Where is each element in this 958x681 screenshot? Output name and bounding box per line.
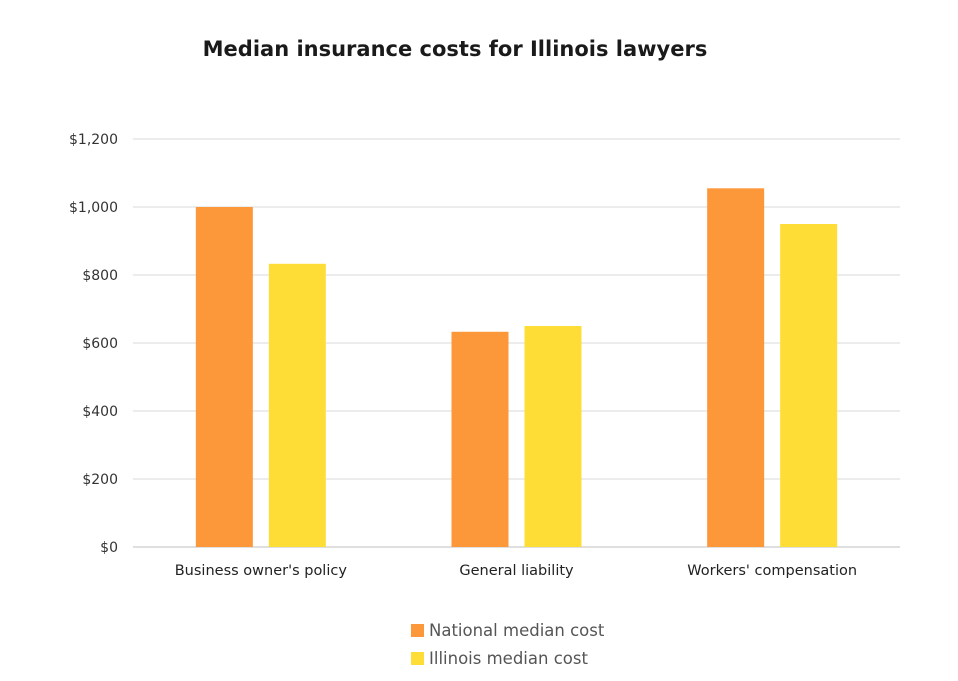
legend-swatch [411,652,424,665]
bar-national-median-cost-0 [195,207,253,547]
x-category-label: Workers' compensation [687,563,857,579]
legend-label: Illinois median cost [429,649,588,668]
y-tick-label: $1,000 [69,200,118,216]
bar-national-median-cost-1 [451,331,509,547]
y-axis-ticks: $0 $200 $400 $600 $800 $1,000 $1,200 [69,132,118,556]
y-tick-label: $0 [100,540,118,556]
y-tick-label: $200 [82,472,118,488]
y-tick-label: $400 [82,404,118,420]
bar-illinois-median-cost-1 [524,326,582,547]
gridlines [133,138,900,548]
x-axis-categories: Business owner's policy General liability… [175,563,857,579]
y-tick-label: $1,200 [69,132,118,148]
y-tick-label: $800 [82,268,118,284]
x-category-label: General liability [459,563,574,579]
bar-illinois-median-cost-2 [780,224,838,547]
x-category-label: Business owner's policy [175,563,348,579]
chart-title: Median insurance costs for Illinois lawy… [203,37,708,61]
bar-national-median-cost-2 [707,188,765,548]
legend-swatch [411,624,424,637]
bar-illinois-median-cost-0 [268,263,326,547]
legend-label: National median cost [429,621,605,640]
legend: National median cost Illinois median cost [411,621,605,668]
bars [195,188,838,548]
y-tick-label: $600 [82,336,118,352]
